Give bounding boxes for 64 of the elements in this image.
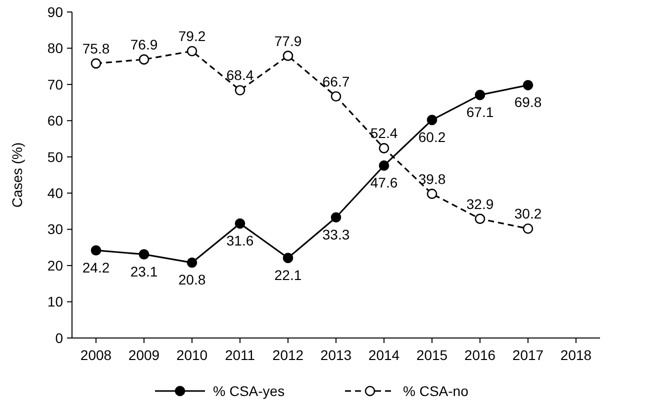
data-label: 23.1 — [130, 263, 158, 280]
point — [138, 54, 150, 65]
y-tick-label: 50 — [47, 148, 64, 165]
data-label: 60.2 — [418, 128, 446, 145]
data-label: 31.6 — [226, 232, 254, 249]
data-label: 77.9 — [274, 32, 302, 49]
y-tick-label: 40 — [47, 185, 64, 202]
point — [426, 114, 438, 126]
point — [234, 218, 246, 229]
point — [378, 160, 390, 171]
point — [522, 80, 534, 90]
x-tick-label: 2012 — [272, 347, 304, 363]
point — [522, 223, 534, 234]
data-label: 75.8 — [82, 40, 110, 56]
y-tick-label: 20 — [47, 257, 64, 274]
point — [474, 214, 486, 224]
y-tick-label: 60 — [47, 112, 64, 129]
point — [90, 58, 102, 69]
y-tick-label: 0 — [55, 330, 64, 346]
data-label: 68.4 — [226, 67, 254, 84]
x-tick-label: 2011 — [224, 347, 256, 363]
point — [282, 252, 294, 264]
x-tick-label: 2014 — [368, 347, 400, 363]
data-label: 33.3 — [322, 226, 350, 242]
point — [186, 258, 198, 268]
y-tick-label: 90 — [47, 4, 64, 20]
point — [282, 50, 294, 61]
x-tick-label: 2015 — [416, 347, 448, 363]
data-label: 47.6 — [370, 174, 398, 191]
point — [330, 91, 342, 102]
data-label: 39.8 — [418, 170, 446, 187]
point — [474, 90, 486, 100]
point — [90, 245, 102, 256]
data-label: 67.1 — [466, 104, 494, 120]
y-tick-label: 70 — [47, 76, 64, 92]
data-label: 32.9 — [466, 196, 494, 212]
data-label: 69.8 — [514, 94, 542, 110]
y-tick-label: 10 — [47, 294, 64, 310]
point — [186, 46, 198, 56]
point — [378, 143, 390, 154]
x-tick-label: 2017 — [512, 347, 544, 363]
x-tick-label: 2013 — [320, 347, 352, 363]
legend-label: % CSA-yes — [213, 382, 285, 399]
data-label: 22.1 — [274, 266, 302, 283]
point — [330, 212, 342, 223]
data-label: 30.2 — [514, 206, 542, 222]
data-label: 76.9 — [130, 36, 158, 52]
y-tick-label: 30 — [47, 221, 64, 238]
point — [426, 188, 438, 199]
legend-label: % CSA-no — [403, 382, 469, 399]
data-label: 24.2 — [82, 259, 110, 276]
data-label: 20.8 — [178, 272, 206, 288]
point — [138, 249, 150, 260]
x-tick-label: 2009 — [128, 347, 160, 363]
x-tick-label: 2018 — [560, 347, 592, 363]
data-label: 66.7 — [322, 73, 350, 90]
x-tick-label: 2016 — [464, 347, 496, 363]
data-label: 52.4 — [370, 125, 398, 142]
data-label: 79.2 — [178, 28, 206, 44]
x-tick-label: 2008 — [80, 347, 112, 363]
point — [234, 85, 246, 96]
y-axis-title: Cases (%) — [9, 142, 25, 208]
x-tick-label: 2010 — [176, 347, 208, 363]
y-tick-label: 80 — [47, 40, 64, 56]
